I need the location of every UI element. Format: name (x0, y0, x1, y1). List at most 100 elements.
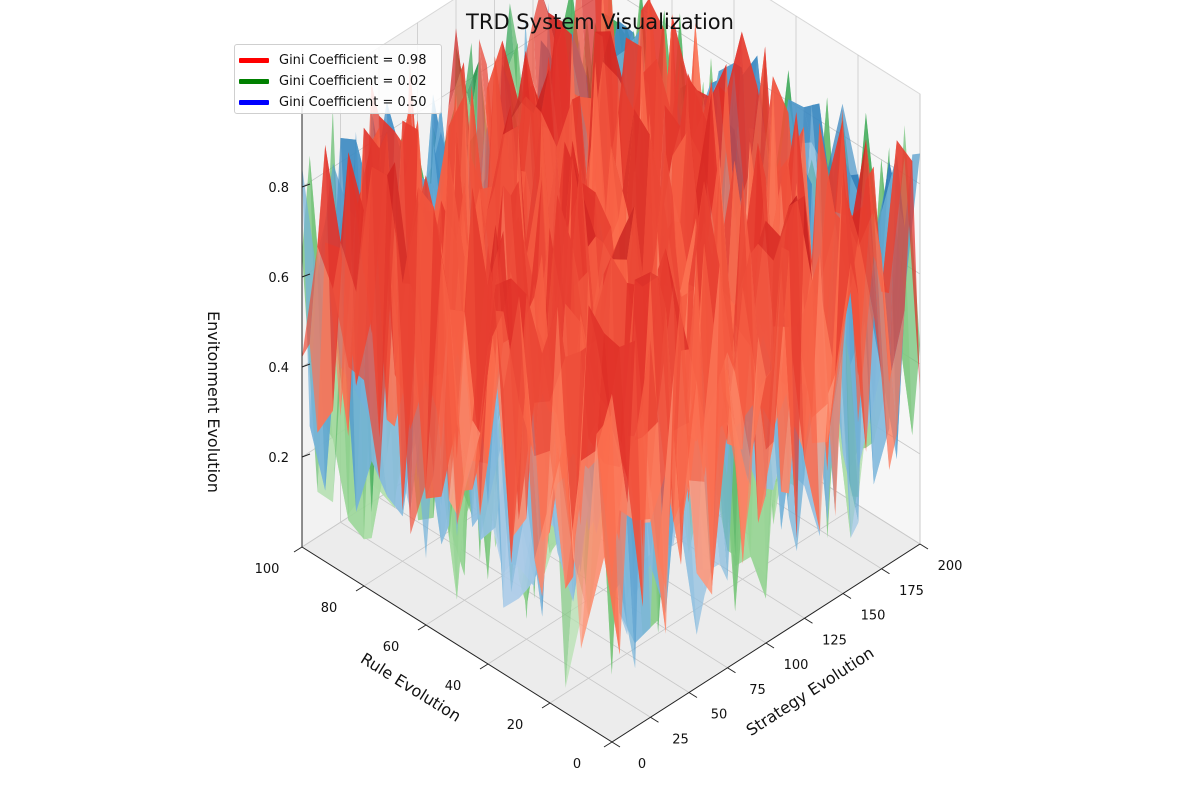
surface-facet (681, 378, 705, 530)
surface-facet (858, 139, 882, 378)
surface-facet (873, 210, 897, 471)
z-tick (301, 183, 311, 188)
x-tick-label: 150 (861, 609, 886, 624)
surface-facet (534, 447, 558, 597)
z-tick-label: 0.6 (268, 271, 289, 286)
x-tick (919, 543, 929, 550)
surface-facet (873, 140, 897, 383)
surface-facet (441, 256, 465, 525)
x-tick (650, 716, 659, 723)
surface-facet (642, 421, 666, 634)
surface-facet (827, 262, 851, 442)
y-tick-label: 100 (255, 562, 280, 577)
legend-label: Gini Coefficient = 0.50 (279, 94, 427, 110)
surface-facet (757, 46, 781, 269)
surface-facet (534, 179, 558, 475)
x-tick (842, 593, 852, 599)
surface-facet (557, 447, 581, 589)
grid-line (340, 521, 651, 718)
surface-facet (727, 369, 751, 551)
surface-facet (395, 187, 419, 535)
x-tick-label: 125 (822, 633, 847, 648)
surface-facet (488, 387, 512, 593)
x-tick (688, 692, 698, 698)
surface-facet (703, 93, 727, 303)
x-tick-label: 100 (784, 658, 809, 673)
x-tick-label: 50 (711, 708, 728, 723)
z-axis-label: Envitonment Evolution (204, 311, 223, 493)
surface-facet (758, 247, 782, 450)
surface-facet (487, 224, 511, 355)
surface-facet (557, 306, 581, 577)
surface-facet (688, 480, 713, 595)
surface-facet (457, 420, 481, 525)
z-tick-label: 0.2 (268, 451, 289, 466)
y-tick (603, 741, 613, 748)
x-tick-label: 175 (899, 584, 924, 599)
surface-facet (541, 69, 565, 275)
z-tick-label: 0.4 (268, 361, 289, 376)
surface-facet (472, 309, 496, 506)
y-tick (417, 624, 427, 631)
x-tick-label: 25 (672, 732, 689, 747)
surface-facet (881, 254, 905, 434)
surface-facet (688, 273, 712, 587)
surface-facet (519, 296, 543, 597)
surface-facet (333, 242, 357, 367)
surface-facet (866, 139, 890, 470)
surface-facet (665, 292, 689, 590)
surface-facet (564, 140, 588, 342)
legend-swatch (239, 57, 269, 63)
surface-facet (611, 340, 636, 504)
y-tick-label: 40 (445, 679, 462, 694)
z-tick-label: 0.8 (268, 181, 289, 196)
x-tick (765, 642, 775, 649)
z-tick (301, 453, 311, 458)
surface-facet (448, 28, 472, 159)
surface-facet (348, 166, 372, 381)
y-tick-label: 20 (507, 718, 524, 733)
y-tick-label: 80 (321, 601, 338, 616)
surface-facet (580, 305, 605, 461)
surface-facet (542, 447, 566, 597)
legend: Gini Coefficient = 0.98 Gini Coefficient… (234, 44, 442, 114)
surface-facet (410, 187, 434, 535)
surface-facet (317, 145, 341, 289)
grid-line (549, 504, 859, 704)
surface-facet (595, 238, 620, 380)
x-tick-label: 200 (938, 559, 963, 574)
y-tick (355, 585, 365, 592)
surface-facet (711, 93, 735, 303)
surface-facet (525, 21, 549, 309)
legend-label: Gini Coefficient = 0.98 (279, 52, 427, 68)
surface-facet (596, 333, 620, 451)
grid-line (378, 497, 690, 693)
surface-facet (603, 227, 627, 366)
x-tick (804, 617, 813, 624)
x-tick-label: 75 (749, 683, 766, 698)
chart-title: TRD System Visualization (466, 10, 734, 34)
surface-reds (302, 0, 920, 655)
surface-facet (750, 248, 774, 523)
surface-facet (387, 162, 411, 284)
surface-facet (734, 31, 758, 221)
legend-item: Gini Coefficient = 0.98 (239, 51, 426, 69)
surface-facet (550, 434, 574, 558)
x-tick (727, 667, 736, 674)
x-tick (611, 741, 621, 748)
surface-facet (626, 108, 650, 284)
surface-facet (734, 180, 759, 523)
x-tick-label: 0 (638, 757, 646, 772)
surface-facet (742, 336, 766, 564)
surface-facet (889, 140, 913, 383)
surface-facet (765, 206, 789, 495)
surface-facet (611, 205, 635, 260)
y-tick (479, 663, 489, 670)
legend-swatch (239, 78, 269, 84)
y-tick-label: 0 (573, 757, 581, 772)
surface-facet (472, 245, 496, 434)
surface-facet (664, 15, 688, 350)
surface-facet (340, 127, 364, 437)
